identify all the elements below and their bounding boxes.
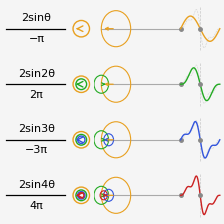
Text: 2sin2θ: 2sin2θ bbox=[18, 69, 55, 79]
Text: 2sin4θ: 2sin4θ bbox=[18, 180, 55, 190]
Text: −π: −π bbox=[28, 34, 45, 44]
Text: 4π: 4π bbox=[30, 201, 43, 211]
Text: −3π: −3π bbox=[25, 145, 48, 155]
Text: 2sinθ: 2sinθ bbox=[22, 13, 52, 23]
Text: 2sin3θ: 2sin3θ bbox=[18, 125, 55, 134]
Text: 2π: 2π bbox=[30, 90, 43, 99]
